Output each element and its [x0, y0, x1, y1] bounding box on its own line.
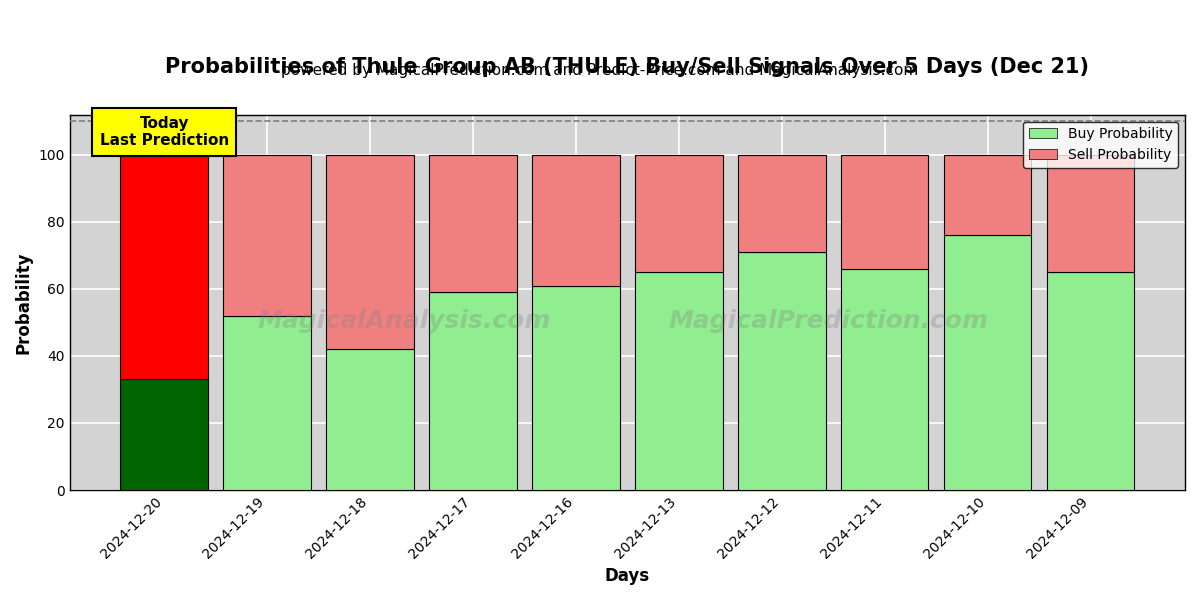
Text: Today
Last Prediction: Today Last Prediction [100, 116, 229, 148]
Bar [532, 155, 619, 286]
Bar [532, 286, 619, 490]
Title: Probabilities of Thule Group AB (THULE) Buy/Sell Signals Over 5 Days (Dec 21): Probabilities of Thule Group AB (THULE) … [166, 57, 1090, 77]
Legend: Buy Probability, Sell Probability: Buy Probability, Sell Probability [1024, 122, 1178, 167]
Bar [430, 292, 517, 490]
Bar [635, 155, 722, 272]
Text: MagicalPrediction.com: MagicalPrediction.com [668, 309, 988, 333]
Bar [944, 235, 1031, 490]
Bar [944, 155, 1031, 235]
Bar [738, 155, 826, 252]
Bar [120, 379, 208, 490]
Bar [223, 316, 311, 490]
Bar [1046, 155, 1134, 272]
Bar [120, 155, 208, 379]
Bar [635, 272, 722, 490]
Bar [841, 155, 929, 269]
Bar [1046, 272, 1134, 490]
Y-axis label: Probability: Probability [14, 251, 34, 353]
Bar [326, 155, 414, 349]
X-axis label: Days: Days [605, 567, 650, 585]
Bar [841, 269, 929, 490]
Text: MagicalAnalysis.com: MagicalAnalysis.com [258, 309, 551, 333]
Bar [430, 155, 517, 292]
Bar [738, 252, 826, 490]
Text: powered by MagicalPrediction.com and Predict-Price.com and MagicalAnalysis.com: powered by MagicalPrediction.com and Pre… [281, 63, 919, 78]
Bar [326, 349, 414, 490]
Bar [223, 155, 311, 316]
